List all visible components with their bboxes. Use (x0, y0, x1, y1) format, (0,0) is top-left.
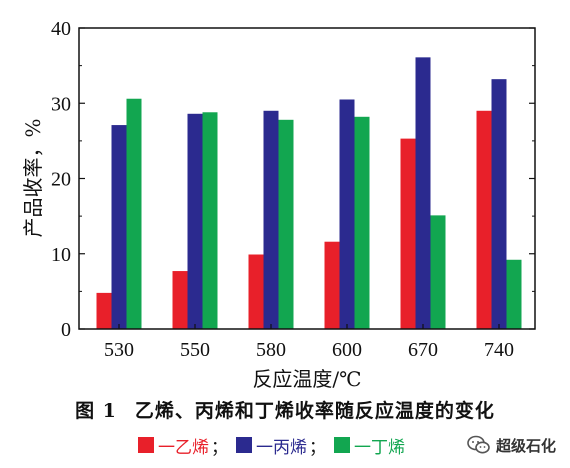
x-tick-label: 580 (256, 339, 286, 361)
figure-caption: 图 1 乙烯、丙烯和丁烯收率随反应温度的变化 (0, 396, 570, 423)
x-tick-label: 670 (408, 339, 438, 361)
chart-legend: 一乙烯； 一丙烯； 一丁烯 (138, 432, 413, 458)
bar-butylene-550 (202, 112, 218, 329)
bar-butylene-670 (430, 215, 446, 329)
x-axis-ticks: 530 550 580 600 670 740 (104, 324, 514, 361)
plot-frame (78, 27, 536, 330)
legend-item-ethylene: 一乙烯； (138, 433, 228, 458)
bar-propylene-740 (491, 79, 507, 329)
y-tick-label: 0 (61, 319, 71, 341)
bar-ethylene-600 (324, 241, 340, 329)
y-axis-ticks: 0 10 20 30 40 (51, 18, 535, 341)
bar-ethylene-550 (172, 271, 188, 329)
legend-label-butylene: 一丁烯 (354, 437, 405, 458)
watermark: 超级石化 (467, 432, 556, 458)
bar-butylene-740 (506, 259, 522, 329)
bar-ethylene-530 (96, 292, 112, 329)
wechat-icon (467, 435, 490, 454)
bar-butylene-600 (354, 116, 370, 329)
y-tick-label: 30 (51, 93, 71, 115)
y-tick-label: 40 (51, 18, 71, 40)
x-tick-label: 550 (180, 339, 210, 361)
bar-group (96, 57, 522, 330)
bar-ethylene-580 (248, 254, 264, 329)
bar-propylene-600 (339, 99, 355, 329)
x-tick-label: 740 (484, 339, 514, 361)
y-tick-label: 10 (51, 244, 71, 266)
bar-propylene-550 (187, 113, 203, 329)
watermark-text: 超级石化 (495, 436, 556, 455)
figure-caption-text: 乙烯、丙烯和丁烯收率随反应温度的变化 (134, 400, 495, 422)
y-axis-title: 产品收率，% (21, 118, 45, 237)
bar-ethylene-670 (400, 138, 416, 329)
bar-butylene-530 (126, 98, 142, 329)
legend-label-ethylene: 一乙烯 (158, 437, 209, 458)
bar-butylene-580 (278, 119, 294, 330)
bar-propylene-530 (111, 125, 127, 329)
legend-label-propylene: 一丙烯 (256, 437, 307, 458)
legend-item-butylene: 一丁烯 (334, 433, 405, 458)
x-tick-label: 600 (332, 339, 362, 361)
bar-ethylene-740 (476, 110, 492, 330)
legend-item-propylene: 一丙烯； (236, 433, 326, 458)
legend-swatch-ethylene (138, 437, 154, 453)
legend-separator: ； (309, 437, 326, 458)
legend-swatch-butylene (334, 437, 350, 453)
legend-swatch-propylene (236, 437, 252, 453)
figure-number: 图 1 (75, 400, 117, 422)
x-axis-title: 反应温度/℃ (252, 367, 361, 391)
legend-separator: ； (211, 437, 228, 458)
bar-propylene-580 (263, 110, 279, 330)
x-tick-label: 530 (104, 339, 134, 361)
bar-propylene-670 (415, 57, 431, 329)
y-tick-label: 20 (51, 169, 71, 191)
bar-chart: 0 10 20 30 40 530 550 580 600 670 740 产品收率，% 反应温度… (21, 18, 536, 391)
